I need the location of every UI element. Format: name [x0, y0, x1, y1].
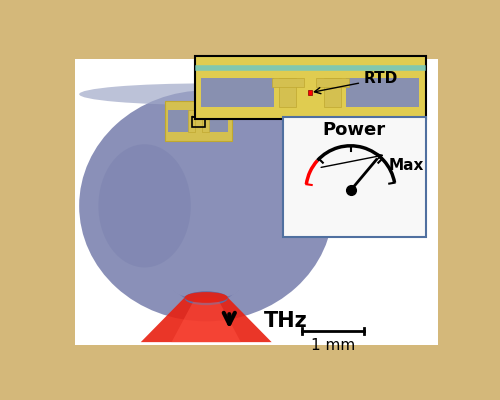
- Bar: [280, 78, 296, 107]
- Ellipse shape: [79, 84, 334, 105]
- Ellipse shape: [79, 90, 334, 321]
- Ellipse shape: [184, 291, 228, 305]
- Bar: [324, 78, 341, 107]
- Bar: [164, 101, 232, 141]
- Text: Max: Max: [389, 158, 424, 173]
- Bar: [308, 90, 312, 95]
- Polygon shape: [141, 298, 272, 342]
- Text: RTD: RTD: [314, 71, 398, 94]
- Bar: [168, 110, 191, 132]
- Ellipse shape: [98, 144, 191, 268]
- Ellipse shape: [174, 283, 238, 298]
- Bar: [192, 116, 204, 127]
- Bar: [201, 78, 274, 107]
- Bar: [202, 110, 209, 132]
- Bar: [204, 110, 228, 132]
- Bar: [188, 110, 196, 132]
- Bar: [272, 78, 304, 87]
- Text: Power: Power: [323, 121, 386, 139]
- Polygon shape: [174, 290, 238, 298]
- Bar: [283, 117, 426, 237]
- Bar: [346, 78, 420, 107]
- Text: THz: THz: [264, 310, 308, 330]
- Text: 1 mm: 1 mm: [311, 338, 356, 352]
- Bar: [316, 78, 348, 87]
- Polygon shape: [172, 298, 241, 342]
- Bar: [194, 56, 426, 119]
- Ellipse shape: [184, 292, 228, 303]
